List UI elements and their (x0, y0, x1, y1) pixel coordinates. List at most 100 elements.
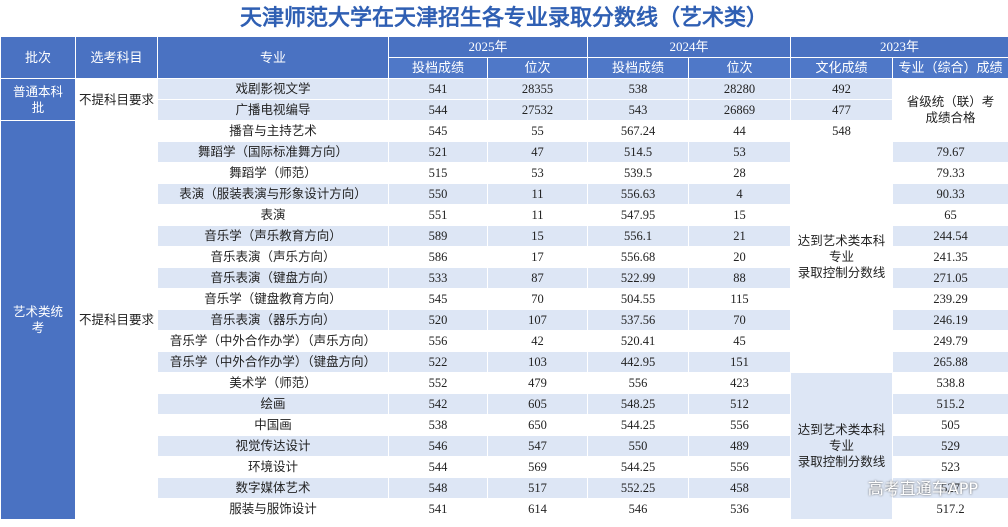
table-cell: 556 (688, 456, 792, 478)
header-cell: 批次 (0, 36, 76, 79)
table-cell: 20 (688, 246, 792, 268)
table-cell: 567.24 (587, 120, 690, 142)
table-cell: 数字媒体艺术 (157, 477, 389, 499)
table-cell: 556 (388, 330, 488, 352)
header-cell: 2025年 (387, 36, 589, 58)
table-cell: 90.33 (892, 183, 1008, 205)
table-cell: 515 (388, 162, 488, 184)
table-row: 美术学（师范） 552 479 556 423 达到艺术类本科 专业 录取控制分数线 538… (1, 372, 1008, 520)
table-cell: 普通本科 批 (0, 78, 76, 121)
table-cell: 512 (688, 393, 792, 415)
table-cell: 115 (688, 288, 792, 310)
table-row: 舞蹈学（国际标准舞方向） 521 47 514.5 53 达到艺术类本科 专业 录取控制分… (1, 141, 1008, 373)
table-cell: 544 (388, 99, 488, 121)
table-row: 音乐学（键盘教育方向） 545 70 504.55 115 239.29 (1, 288, 1008, 310)
table-cell: 552.25 (587, 477, 690, 499)
table-cell: 458 (688, 477, 792, 499)
header-cell: 专业 (157, 36, 389, 79)
header-cell: 投档成绩 (587, 57, 690, 79)
table-cell: 537.56 (587, 309, 690, 331)
table-cell: 550 (587, 435, 690, 457)
table-cell: 504.55 (587, 288, 690, 310)
table-cell: 538.8 (892, 372, 1008, 394)
table-cell: 548 (388, 477, 488, 499)
header-cell: 2023年 (790, 36, 1008, 58)
table-cell: 音乐表演（器乐方向） (157, 309, 389, 331)
table-cell: 28 (688, 162, 792, 184)
table-cell: 539.5 (587, 162, 690, 184)
table-cell: 544.25 (587, 456, 690, 478)
table-cell: 151 (688, 351, 792, 373)
table-cell: 舞蹈学（国际标准舞方向） (157, 141, 389, 163)
table-cell: 547.95 (587, 204, 690, 226)
table-cell: 15 (688, 204, 792, 226)
table-cell: 556 (587, 372, 690, 394)
table-cell: 不提科目要求 (75, 120, 158, 520)
table-row: 视觉传达设计 546 547 550 489 529 (1, 435, 1008, 457)
table-cell: 556.1 (587, 225, 690, 247)
table-cell: 65 (892, 204, 1008, 226)
table-cell: 美术学（师范） (157, 372, 389, 394)
table-cell: 244.54 (892, 225, 1008, 247)
table-cell: 舞蹈学（师范） (157, 162, 389, 184)
table-cell: 517 (486, 477, 589, 499)
table-cell: 79.67 (892, 141, 1008, 163)
table-cell: 音乐学（声乐教育方向） (157, 225, 389, 247)
table-cell: 552 (388, 372, 488, 394)
table-cell: 543 (587, 99, 690, 121)
table-row: 表演（服装表演与形象设计方向） 550 11 556.63 4 90.33 (1, 183, 1008, 205)
table-cell: 489 (688, 435, 792, 457)
table-cell: 544 (388, 456, 488, 478)
table-cell: 515.2 (892, 393, 1008, 415)
table-cell: 70 (688, 309, 792, 331)
table-cell: 表演 (157, 204, 389, 226)
table-header: 批次 选考科目 专业 2025年 2024年 2023年 投档成绩 位次 投档成绩 位次 文化成绩专… (0, 36, 1008, 79)
table-cell: 视觉传达设计 (157, 435, 389, 457)
table-cell: 28280 (688, 78, 792, 100)
table-cell: 589 (388, 225, 488, 247)
table-cell: 28355 (486, 78, 589, 100)
title: 天津师范大学在天津招生各专业录取分数线（艺术类） (239, 6, 768, 31)
table-cell: 音乐学（中外合作办学）（键盘方向） (157, 351, 389, 373)
table-row: 服装与服饰设计 541 614 546 536 517.2 (1, 498, 1008, 520)
table-cell: 605 (486, 393, 589, 415)
table-cell: 548.25 (587, 393, 690, 415)
table-cell: 271.05 (892, 267, 1008, 289)
table-cell: 538 (388, 414, 488, 436)
table-row: 舞蹈学（师范） 515 53 539.5 28 79.33 (1, 162, 1008, 184)
table-cell: 547 (486, 435, 589, 457)
table-cell: 423 (688, 372, 792, 394)
table-cell: 545 (388, 120, 488, 142)
table-cell: 546 (587, 498, 690, 520)
table-row: 普通本科 批不提科目要求 戏剧影视文学 541 28355 538 28280 492 省级统… (0, 78, 1008, 142)
table-cell: 520.41 (587, 330, 690, 352)
table-cell: 音乐学（中外合作办学）（声乐方向） (157, 330, 389, 352)
table-cell: 505 (892, 414, 1008, 436)
table-cell: 17 (486, 246, 589, 268)
score-table: 批次 选考科目 专业 2025年 2024年 2023年 投档成绩 位次 投档成绩 位次 文化成绩专… (0, 36, 1008, 520)
table-cell: 556 (688, 414, 792, 436)
table-cell: 26869 (688, 99, 792, 121)
header-cell: 文化成绩 (790, 57, 894, 79)
table-cell: 479 (486, 372, 589, 394)
table-cell: 27532 (486, 99, 589, 121)
header-cell: 专业（综合）成绩 (892, 57, 1008, 79)
table-cell: 556.63 (587, 183, 690, 205)
header-row: 投档成绩 位次 投档成绩 位次 文化成绩 专业（综合）成绩 (1, 57, 1008, 79)
table-cell: 545 (388, 288, 488, 310)
header-cell: 选考科目 (75, 36, 158, 79)
table-row: 环境设计 544 569 544.25 556 523 (1, 456, 1008, 478)
table-cell: 戏剧影视文学 (157, 78, 389, 100)
table-cell: 47 (486, 141, 589, 163)
table-cell: 550 (388, 183, 488, 205)
table-cell: 548 (790, 120, 894, 142)
table-cell: 249.79 (892, 330, 1008, 352)
table-cell: 551 (388, 204, 488, 226)
header-cell: 投档成绩 (388, 57, 488, 79)
table-cell: 521 (388, 141, 488, 163)
table-cell: 541 (388, 498, 488, 520)
table-cell: 246.19 (892, 309, 1008, 331)
table-cell: 11 (486, 183, 589, 205)
table-cell: 241.35 (892, 246, 1008, 268)
table-cell: 517.2 (892, 498, 1008, 520)
